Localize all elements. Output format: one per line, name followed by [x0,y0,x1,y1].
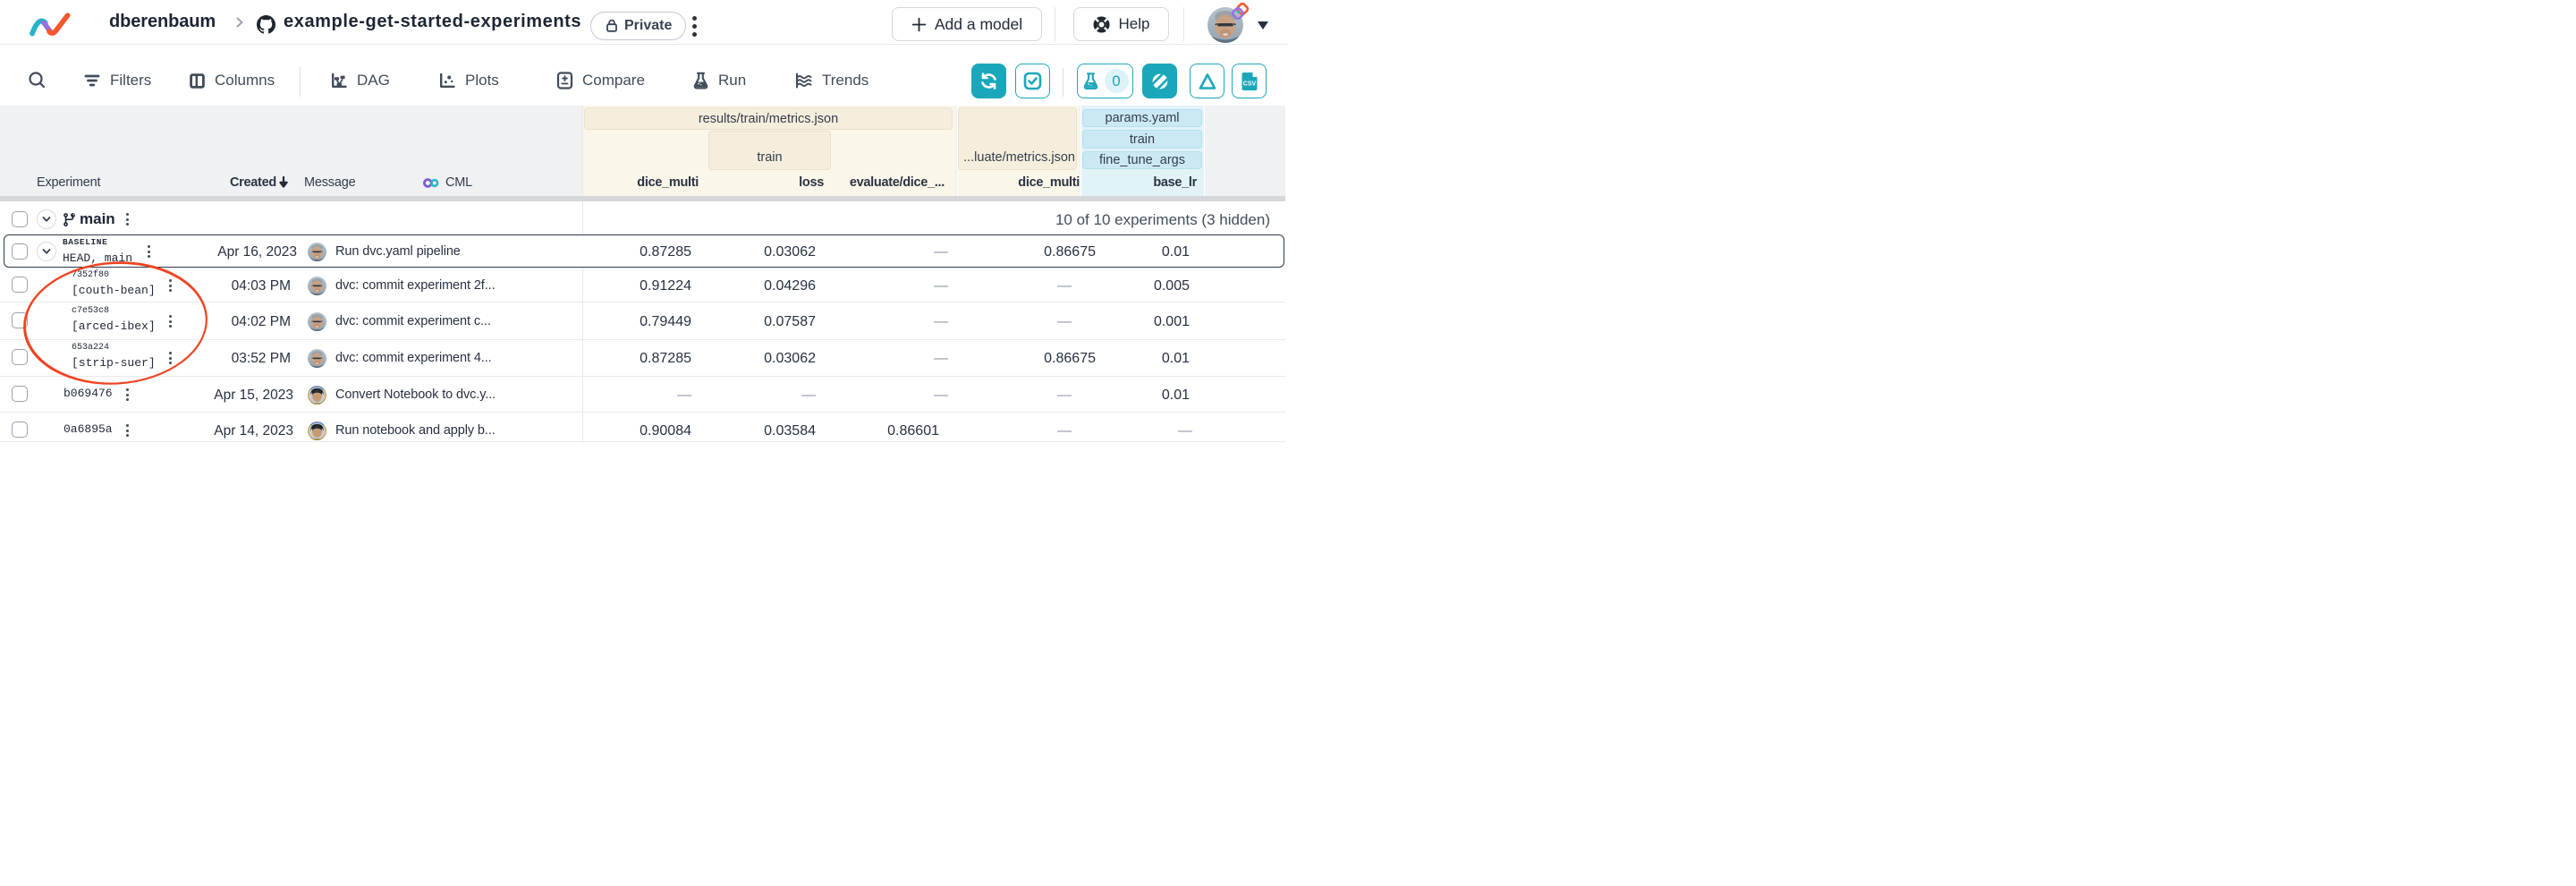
svg-text:CSV: CSV [1242,81,1256,87]
